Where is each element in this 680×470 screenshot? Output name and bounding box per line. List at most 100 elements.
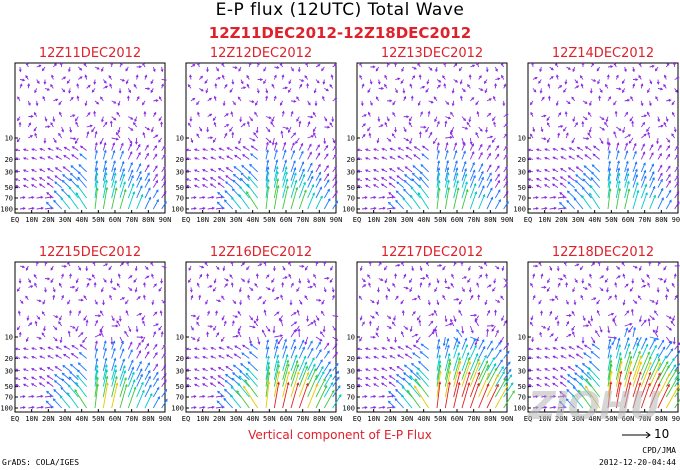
flux-vector (232, 100, 236, 106)
flux-vector (402, 197, 413, 210)
flux-vector (265, 88, 269, 94)
flux-vector (205, 299, 209, 305)
flux-vector (554, 62, 559, 68)
flux-vector (556, 265, 560, 272)
flux-vector (410, 186, 421, 199)
flux-vector (42, 299, 46, 305)
flux-vector (494, 329, 499, 338)
flux-vector (503, 382, 514, 398)
flux-vector (193, 178, 200, 182)
flux-vector (212, 137, 217, 143)
flux-vector (356, 368, 363, 372)
flux-vector (657, 346, 666, 359)
flux-vector (657, 178, 663, 188)
x-tick-label: 80N (313, 415, 326, 423)
flux-vector (641, 284, 647, 288)
flux-vector (232, 173, 242, 182)
flux-vector (419, 265, 423, 272)
flux-vector (411, 75, 416, 80)
flux-vector (665, 348, 674, 359)
flux-vector (672, 336, 676, 345)
flux-vector (418, 360, 429, 372)
flux-vector (475, 315, 480, 322)
flux-vector (666, 315, 673, 319)
flux-vector (193, 184, 200, 189)
flux-vector (94, 333, 103, 338)
flux-vector (491, 137, 496, 144)
flux-vector (397, 147, 404, 151)
flux-vector (315, 186, 322, 199)
flux-vector (394, 88, 398, 94)
flux-vector (445, 116, 452, 120)
flux-vector (14, 169, 21, 173)
flux-vector (566, 334, 572, 338)
x-tick-label: 90N (159, 415, 172, 423)
flux-vector (370, 395, 377, 398)
flux-vector (428, 313, 435, 317)
flux-vector (436, 338, 441, 350)
flux-vector (152, 396, 160, 409)
flux-vector (207, 394, 215, 398)
flux-vector (144, 178, 150, 188)
flux-vector (663, 121, 667, 128)
flux-vector (409, 287, 413, 293)
flux-vector (17, 116, 21, 122)
flux-vector (332, 370, 340, 381)
flux-vector (233, 353, 242, 359)
flux-vector (453, 149, 458, 160)
flux-vector (144, 126, 151, 131)
x-tick-label: 70N (296, 216, 309, 224)
flux-vector (590, 62, 595, 68)
flux-vector (161, 166, 166, 173)
flux-vector (332, 336, 339, 342)
flux-vector (428, 282, 431, 288)
flux-vector (31, 347, 37, 350)
flux-vector (474, 336, 480, 346)
flux-vector (568, 354, 575, 359)
flux-vector (304, 75, 309, 80)
flux-vector (44, 87, 51, 91)
flux-vector (126, 95, 130, 101)
flux-vector (411, 172, 421, 182)
flux-vector (28, 395, 35, 398)
flux-vector (411, 66, 417, 70)
flux-vector (196, 100, 200, 106)
flux-vector (324, 87, 329, 92)
flux-vector (632, 161, 638, 173)
flux-vector (444, 381, 451, 409)
flux-vector (486, 98, 492, 102)
flux-vector (649, 315, 655, 321)
flux-vector (22, 377, 29, 381)
y-tick-label: 30 (518, 367, 526, 375)
flux-vector (52, 294, 56, 300)
flux-vector (47, 355, 54, 359)
flux-vector (418, 319, 422, 327)
flux-vector (656, 79, 660, 85)
flux-vector (249, 163, 258, 173)
flux-vector (547, 325, 551, 332)
x-tick-label: 40N (417, 216, 430, 224)
flux-vector (385, 294, 389, 300)
flux-vector (185, 347, 192, 351)
flux-vector (323, 173, 330, 181)
flux-vector (14, 185, 21, 189)
flux-vector (225, 167, 233, 173)
flux-vector (649, 358, 661, 380)
flux-vector (674, 191, 680, 199)
flux-vector (193, 377, 200, 381)
flux-vector (213, 121, 217, 128)
x-tick-label: 90N (672, 415, 680, 423)
flux-vector (54, 366, 62, 372)
flux-vector (624, 188, 631, 210)
flux-vector (33, 111, 38, 117)
flux-vector (666, 325, 672, 331)
flux-vector (640, 121, 646, 128)
flux-vector (144, 342, 150, 350)
flux-vector (94, 66, 100, 70)
flux-vector (290, 382, 300, 409)
flux-vector (290, 186, 299, 210)
flux-vector (86, 111, 91, 117)
flux-vector (231, 196, 242, 210)
flux-vector (574, 372, 584, 381)
